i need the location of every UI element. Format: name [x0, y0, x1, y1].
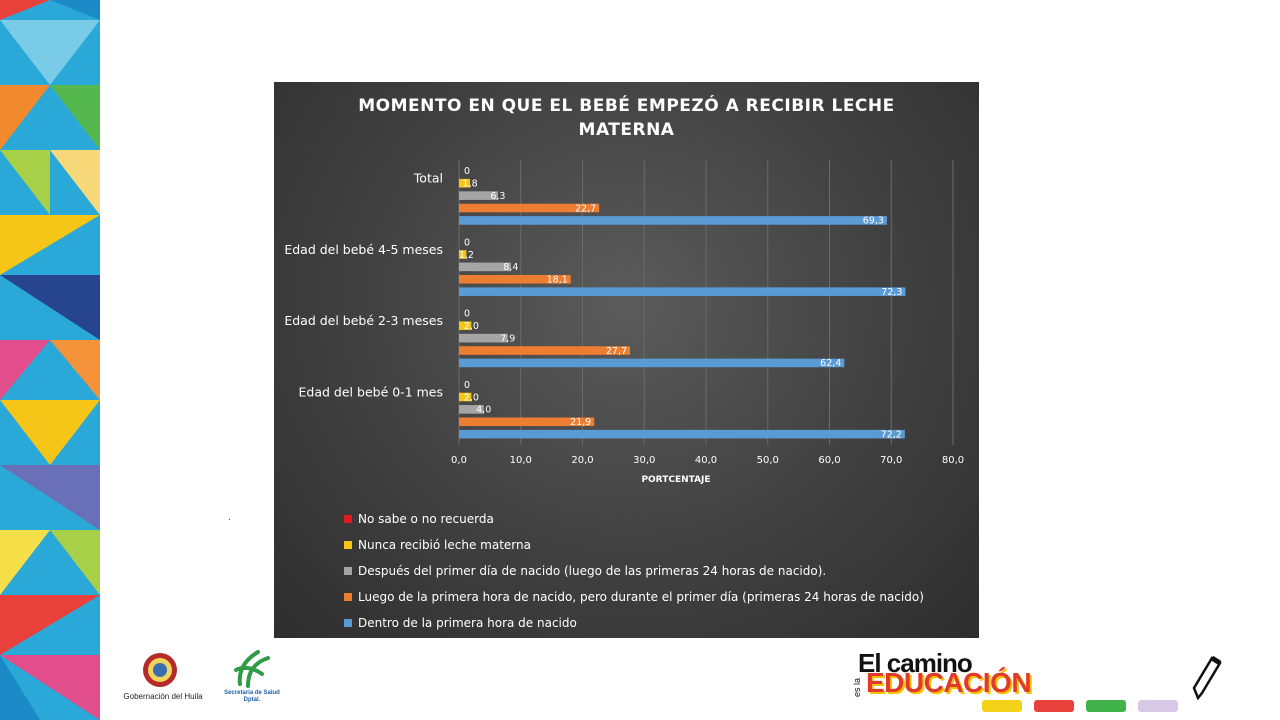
legend-label: No sabe o no recuerda — [358, 512, 494, 526]
chart-panel: MOMENTO EN QUE EL BEBÉ EMPEZÓ A RECIBIR … — [274, 82, 979, 638]
secretaria-label: Secretaría de Salud Dptal. — [218, 690, 286, 704]
data-label: 0 — [464, 309, 470, 320]
bar — [459, 429, 905, 439]
data-label: 7,9 — [500, 333, 515, 344]
legend-label: Después del primer día de nacido (luego … — [358, 564, 827, 578]
coat-of-arms-icon — [143, 653, 177, 687]
data-label: 1,8 — [463, 179, 478, 190]
x-tick-label: 80,0 — [942, 455, 964, 466]
bar — [459, 203, 600, 213]
school-icons-strip — [982, 700, 1178, 712]
bar — [459, 358, 845, 368]
x-tick-label: 30,0 — [633, 455, 655, 466]
data-label: 4,0 — [476, 405, 491, 416]
data-label: 18,1 — [547, 275, 568, 286]
pencil-icon — [1192, 655, 1222, 700]
data-label: 0 — [464, 237, 470, 248]
x-tick-label: 10,0 — [510, 455, 532, 466]
brand-logo: El camino es la EDUCACIÓN — [852, 650, 1232, 716]
legend-item: Después del primer día de nacido (luego … — [344, 558, 924, 584]
secretaria-logo: Secretaría de Salud Dptal. — [218, 648, 286, 710]
legend-swatch — [344, 515, 352, 523]
x-tick-label: 50,0 — [757, 455, 779, 466]
bar — [459, 392, 472, 402]
bar — [459, 274, 571, 284]
category-label: Edad del bebé 0-1 mes — [299, 384, 443, 399]
bar — [459, 250, 467, 259]
data-label: 6,3 — [490, 191, 505, 202]
data-label: 22,7 — [575, 203, 596, 214]
x-axis-label: PORTCENTAJE — [641, 475, 710, 485]
stray-dot: . — [228, 512, 231, 523]
gobernacion-logo: Gobernación del Huila — [108, 650, 218, 710]
bar — [459, 321, 472, 331]
legend-item: Luego de la primera hora de nacido, pero… — [344, 584, 924, 610]
legend-item: No sabe o no recuerda — [344, 506, 924, 532]
brand-es-text: es la — [852, 678, 862, 698]
gobernacion-label: Gobernación del Huila — [123, 692, 203, 701]
data-label: 2,0 — [464, 321, 479, 332]
secretaria-label-line1: Secretaría de Salud — [224, 690, 280, 696]
data-label: 8,4 — [503, 262, 518, 273]
x-tick-label: 60,0 — [818, 455, 840, 466]
bar — [459, 346, 631, 355]
data-label: 27,7 — [606, 346, 627, 357]
brand-main-text: EDUCACIÓN — [866, 667, 1032, 698]
legend-swatch — [344, 541, 352, 549]
legend-item: Nunca recibió leche materna — [344, 532, 924, 558]
legend-label: Nunca recibió leche materna — [358, 538, 531, 552]
legend-swatch — [344, 593, 352, 601]
category-label: Total — [413, 171, 443, 186]
data-label: 72,2 — [881, 429, 902, 440]
data-label: 72,3 — [881, 287, 902, 298]
x-tick-label: 20,0 — [571, 455, 593, 466]
chart-legend: No sabe o no recuerda Nunca recibió leche… — [344, 506, 924, 636]
bar-chart: 0,0 10,0 20,0 30,0 40,0 50,0 60,0 70,0 80,0 PORTC… — [284, 160, 964, 485]
legend-item: Dentro de la primera hora de nacido — [344, 610, 924, 636]
data-label: 2,0 — [464, 392, 479, 403]
category-label: Edad del bebé 2-3 meses — [284, 313, 443, 328]
decorative-side-band — [0, 0, 100, 720]
legend-swatch — [344, 619, 352, 627]
bar — [459, 216, 887, 225]
x-tick-label: 70,0 — [880, 455, 902, 466]
health-secretariat-icon — [234, 650, 270, 688]
bar — [459, 178, 471, 188]
chart-title: MOMENTO EN QUE EL BEBÉ EMPEZÓ A RECIBIR … — [358, 96, 895, 140]
bar — [459, 262, 511, 272]
bar — [459, 333, 508, 343]
data-label: 1,2 — [459, 250, 474, 261]
secretaria-label-line2: Dptal. — [243, 697, 261, 703]
legend-swatch — [344, 567, 352, 575]
data-label: 21,9 — [570, 417, 591, 428]
brand-top-text: El camino — [858, 648, 973, 678]
bar — [459, 417, 595, 427]
bar — [459, 287, 906, 296]
category-label: Edad del bebé 4-5 meses — [284, 242, 443, 257]
data-label: 69,3 — [863, 216, 884, 227]
data-label: 62,4 — [820, 358, 841, 369]
legend-label: Luego de la primera hora de nacido, pero… — [358, 590, 924, 604]
bar — [459, 405, 484, 414]
x-tick-label: 40,0 — [695, 455, 717, 466]
legend-label: Dentro de la primera hora de nacido — [358, 616, 577, 630]
data-label: 0 — [464, 166, 470, 177]
x-tick-label: 0,0 — [451, 455, 467, 466]
data-label: 0 — [464, 380, 470, 391]
bar — [459, 191, 498, 200]
